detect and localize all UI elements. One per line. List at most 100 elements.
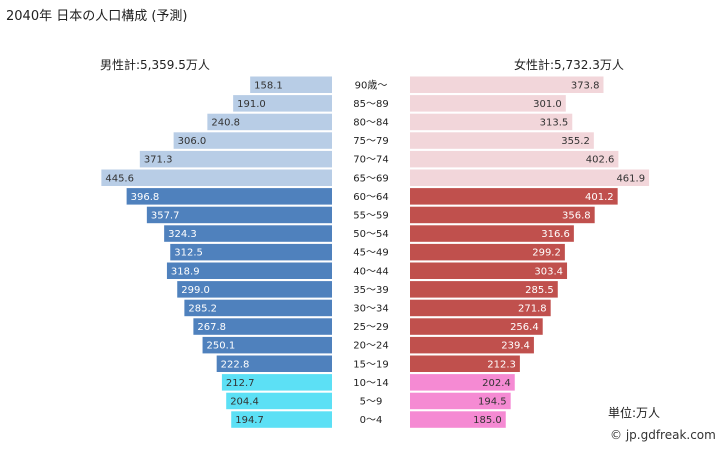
female-value-label: 256.4 [510,322,539,333]
female-value-label: 212.3 [487,359,516,370]
female-bar [410,188,618,205]
male-value-label: 267.8 [197,322,226,333]
credit-text: © jp.gdfreak.com [610,428,716,442]
female-bar [410,243,565,261]
age-group-label: 0～4 [360,415,383,426]
male-value-label: 194.7 [235,415,264,426]
male-value-label: 312.5 [174,248,203,259]
female-value-label: 373.8 [571,80,600,91]
female-value-label: 303.4 [534,266,563,277]
female-bar [410,225,574,242]
male-value-label: 318.9 [171,266,200,277]
male-value-label: 222.8 [221,359,250,370]
age-group-label: 25～29 [353,322,388,333]
age-group-label: 80～84 [353,117,388,128]
female-value-label: 202.4 [482,378,511,389]
age-group-label: 50～54 [353,229,388,240]
male-value-label: 357.7 [151,210,180,221]
male-value-label: 285.2 [188,303,217,314]
male-bar [226,392,332,410]
age-group-label: 5～9 [360,396,383,407]
female-value-label: 356.8 [562,210,591,221]
age-group-label: 85～89 [353,99,388,110]
male-bar [177,281,332,298]
age-group-label: 70～74 [353,155,388,166]
male-bar [126,188,332,205]
female-bar [410,318,543,335]
male-value-label: 204.4 [230,396,259,407]
female-bar [410,355,520,372]
male-value-label: 240.8 [211,117,240,128]
female-value-label: 239.4 [501,341,530,352]
female-bar [410,299,551,317]
female-bar [410,76,604,93]
male-value-label: 250.1 [207,341,236,352]
male-total-label: 男性計:5,359.5万人 [100,58,210,72]
male-bar [184,299,332,317]
female-value-label: 194.5 [478,396,507,407]
age-group-label: 20～24 [353,341,388,352]
male-bar [146,206,332,224]
age-group-label: 60～64 [353,192,388,203]
male-bar [216,355,332,372]
female-value-label: 402.6 [586,155,615,166]
female-bar [410,392,511,410]
male-value-label: 299.0 [181,285,210,296]
female-value-label: 401.2 [585,192,614,203]
male-value-label: 396.8 [131,192,160,203]
female-value-label: 313.5 [540,117,569,128]
male-bar [202,336,332,354]
female-bar [410,262,568,279]
age-group-label: 75～79 [353,136,388,147]
age-group-label: 90歳～ [355,79,388,91]
male-bar [173,132,332,149]
male-value-label: 324.3 [168,229,197,240]
male-bar [207,113,332,131]
male-bar [170,243,332,261]
male-bar [250,76,332,93]
female-value-label: 355.2 [561,136,590,147]
age-group-label: 30～34 [353,303,388,314]
female-value-label: 461.9 [616,173,645,184]
female-bar [410,336,534,354]
male-value-label: 306.0 [178,136,207,147]
male-bar [101,169,332,186]
female-value-label: 301.0 [533,99,562,110]
male-value-label: 445.6 [105,173,134,184]
female-value-label: 299.2 [532,248,561,259]
male-bar [231,411,332,428]
female-bar [410,281,558,298]
male-value-label: 212.7 [226,378,255,389]
female-value-label: 271.8 [518,303,547,314]
age-group-label: 65～69 [353,173,388,184]
male-bar [166,262,332,279]
age-group-label: 55～59 [353,210,388,221]
female-bar [410,169,650,186]
female-bar [410,150,619,168]
male-value-label: 371.3 [144,155,173,166]
male-value-label: 191.0 [237,99,266,110]
female-value-label: 185.0 [473,415,502,426]
female-bar [410,411,506,428]
female-value-label: 316.6 [541,229,570,240]
male-bar [221,374,332,391]
male-value-label: 158.1 [254,80,283,91]
female-bar [410,95,566,112]
male-bar [164,225,332,242]
chart-title: 2040年 日本の人口構成 (予測) [6,9,188,24]
age-group-label: 40～44 [353,266,388,277]
age-group-label: 35～39 [353,285,388,296]
age-group-label: 10～14 [353,378,388,389]
male-bar [139,150,332,168]
age-group-label: 45～49 [353,248,388,259]
female-bar [410,206,595,224]
male-bar [233,95,332,112]
male-bar [193,318,332,335]
age-group-label: 15～19 [353,359,388,370]
unit-label: 単位:万人 [608,406,661,420]
female-bar [410,113,573,131]
female-bar [410,132,594,149]
female-total-label: 女性計:5,732.3万人 [514,58,624,72]
female-bar [410,374,515,391]
